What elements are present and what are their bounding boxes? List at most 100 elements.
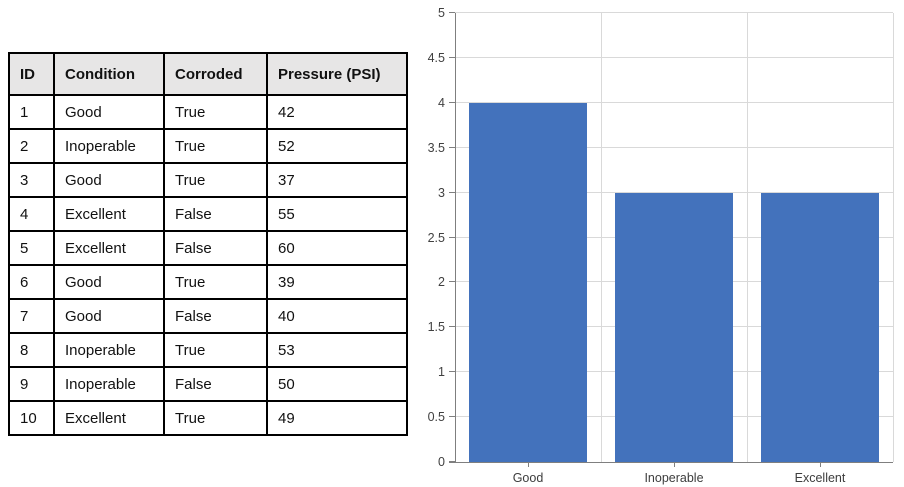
- y-axis-tick: [449, 101, 455, 103]
- table-cell: 49: [266, 400, 408, 436]
- table-cell: True: [163, 264, 268, 300]
- bar-good: [468, 102, 588, 462]
- y-gridline: [455, 101, 893, 103]
- x-axis-tick: [527, 462, 529, 467]
- table-cell: 42: [266, 94, 408, 130]
- y-gridline: [455, 236, 893, 238]
- table-row: ID Condition Corroded Pressure (PSI): [8, 52, 408, 96]
- y-gridline: [455, 281, 893, 283]
- column-header-id: ID: [8, 52, 55, 96]
- table-cell: 9: [8, 366, 55, 402]
- y-axis-tick: [449, 191, 455, 193]
- x-axis-tick: [674, 462, 675, 467]
- table-header-row: ID Condition Corroded Pressure (PSI): [8, 52, 408, 96]
- column-header-pressure-psi: Pressure (PSI): [266, 52, 408, 96]
- y-tick-label: 3.5: [427, 140, 445, 155]
- inspection-table: ID Condition Corroded Pressure (PSI) 1 Good T…: [8, 52, 408, 436]
- table-cell: 2: [8, 128, 55, 164]
- table-cell: Inoperable: [53, 128, 165, 164]
- x-gridline: [893, 13, 894, 462]
- table-cell: Good: [53, 264, 165, 300]
- y-tick-label: 0.5: [427, 410, 445, 425]
- x-axis-line: [449, 462, 893, 463]
- table-cell: True: [163, 94, 268, 130]
- y-axis-tick: [449, 12, 455, 13]
- y-gridline: [455, 56, 893, 58]
- table-row: 8 Inoperable True 53: [8, 332, 408, 368]
- table-cell: 3: [8, 162, 55, 198]
- table-cell: False: [163, 196, 268, 232]
- y-gridline: [455, 191, 893, 193]
- y-axis-tick: [449, 326, 455, 328]
- y-axis-tick: [449, 416, 455, 418]
- table-row: 9 Inoperable False 50: [8, 366, 408, 402]
- y-tick-label: 4.5: [427, 50, 445, 65]
- x-tick-label: Excellent: [794, 471, 846, 485]
- table-cell: 5: [8, 230, 55, 266]
- table-cell: Excellent: [53, 230, 165, 266]
- table-cell: 7: [8, 298, 55, 334]
- y-axis-tick: [449, 56, 455, 58]
- bar-excellent: [760, 192, 880, 462]
- y-gridline: [455, 326, 893, 328]
- table-cell: 10: [8, 400, 55, 436]
- table-cell: False: [163, 298, 268, 334]
- table-cell: 55: [266, 196, 408, 232]
- table-cell: False: [163, 366, 268, 402]
- y-axis-tick: [449, 371, 455, 373]
- y-tick-label: 0: [438, 455, 445, 469]
- x-tick-label: Good: [512, 471, 544, 485]
- y-tick-label: 5: [438, 6, 445, 20]
- y-axis-tick: [449, 146, 455, 148]
- table-cell: Good: [53, 94, 165, 130]
- column-header-condition: Condition: [53, 52, 165, 96]
- column-header-corroded: Corroded: [163, 52, 268, 96]
- table-cell: 6: [8, 264, 55, 300]
- table-row: 10 Excellent True 49: [8, 400, 408, 436]
- table-cell: 50: [266, 366, 408, 402]
- x-axis-tick: [820, 462, 821, 467]
- table-cell: True: [163, 162, 268, 198]
- table-cell: True: [163, 332, 268, 368]
- table-cell: Good: [53, 162, 165, 198]
- y-gridline: [455, 371, 893, 373]
- chart-plot-area: 0 0.5 1 1.5 2 2.5 3 3.5 4 4.5 5 Good Inoperable Excel…: [428, 6, 894, 485]
- table-cell: 37: [266, 162, 408, 198]
- table-cell: 8: [8, 332, 55, 368]
- y-axis-line: [455, 13, 456, 462]
- table-body: 1 Good True 42 2 Inoperable True 52 3 Good True 37 4…: [8, 94, 408, 436]
- table-cell: Inoperable: [53, 366, 165, 402]
- table-row: 7 Good False 40: [8, 298, 408, 334]
- table-row: 1 Good True 42: [8, 94, 408, 130]
- table-cell: 40: [266, 298, 408, 334]
- y-gridline: [455, 416, 893, 418]
- x-gridline: [746, 13, 748, 462]
- y-tick-label: 2.5: [427, 230, 445, 245]
- table-row: 2 Inoperable True 52: [8, 128, 408, 164]
- x-tick-label: Inoperable: [644, 471, 704, 485]
- table-cell: Good: [53, 298, 165, 334]
- y-axis-tick: [449, 461, 455, 462]
- table-cell: 52: [266, 128, 408, 164]
- y-tick-label: 1: [438, 365, 445, 380]
- y-tick-label: 3: [438, 185, 445, 200]
- y-axis-tick: [449, 236, 455, 238]
- table-row: 3 Good True 37: [8, 162, 408, 198]
- table-cell: Excellent: [53, 196, 165, 232]
- table-cell: Excellent: [53, 400, 165, 436]
- table-cell: False: [163, 230, 268, 266]
- x-gridline: [600, 13, 602, 462]
- y-gridline: [455, 12, 893, 13]
- y-axis-tick: [449, 281, 455, 283]
- table-row: 5 Excellent False 60: [8, 230, 408, 266]
- table-cell: True: [163, 128, 268, 164]
- y-tick-label: 4: [438, 95, 445, 110]
- table-cell: 53: [266, 332, 408, 368]
- y-tick-label: 2: [438, 275, 445, 290]
- table-row: 4 Excellent False 55: [8, 196, 408, 232]
- y-tick-label: 1.5: [427, 320, 445, 335]
- table-row: 6 Good True 39: [8, 264, 408, 300]
- table-cell: 1: [8, 94, 55, 130]
- table-cell: 60: [266, 230, 408, 266]
